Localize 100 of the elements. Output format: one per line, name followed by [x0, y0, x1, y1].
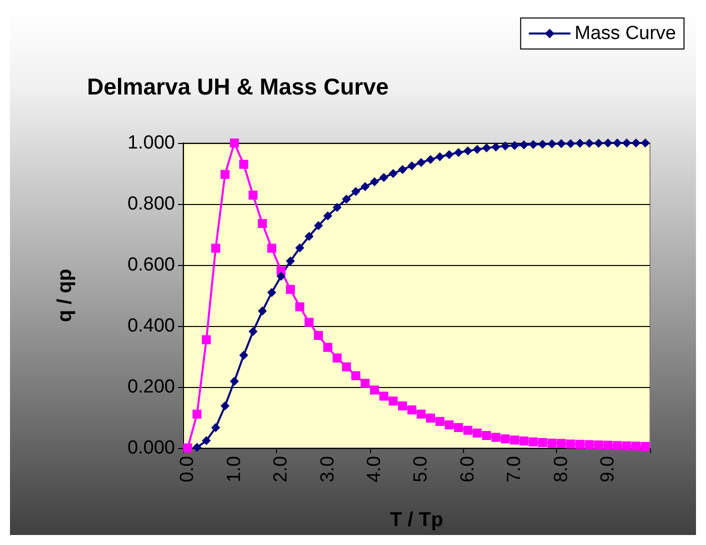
point: [323, 342, 332, 352]
point: [510, 140, 520, 150]
x-tick-label: 2.0: [270, 456, 292, 482]
point: [202, 335, 211, 344]
point: [556, 438, 566, 448]
point: [603, 138, 612, 148]
point: [472, 144, 482, 154]
point: [528, 437, 538, 446]
point: [547, 139, 556, 148]
point: [426, 154, 436, 164]
y-tick-label: 0.000: [127, 438, 175, 458]
point: [332, 202, 342, 212]
point: [342, 362, 351, 372]
x-tick-label: 5.0: [410, 456, 432, 482]
y-tick-label: 0.600: [127, 254, 175, 276]
point: [258, 219, 267, 228]
x-tick-label: 3.0: [317, 456, 338, 482]
point: [202, 436, 211, 446]
point: [631, 442, 640, 451]
x-tick-label: 4.0: [364, 456, 385, 482]
point: [220, 401, 230, 410]
point: [547, 438, 556, 448]
point: [379, 172, 388, 182]
y-tick-label: 0.800: [127, 194, 175, 214]
point: [248, 190, 258, 200]
point: [435, 416, 444, 426]
point: [482, 430, 492, 440]
point: [538, 438, 548, 448]
point: [538, 140, 548, 149]
point: [286, 284, 295, 294]
point: [304, 232, 314, 241]
x-tick-label: 0.0: [177, 456, 198, 482]
point: [566, 440, 576, 449]
point: [267, 244, 276, 253]
point: [500, 434, 510, 444]
point: [379, 392, 388, 401]
point: [192, 442, 202, 452]
point: [276, 272, 286, 281]
chart-title: Delmarva UH & Mass Curve: [87, 74, 389, 100]
point: [342, 194, 351, 204]
point: [454, 423, 464, 432]
point: [304, 318, 314, 327]
point: [435, 152, 444, 162]
y-tick-label: 0.400: [127, 316, 175, 336]
point: [603, 440, 612, 450]
point: [388, 169, 398, 178]
point: [314, 221, 323, 230]
point: [566, 139, 576, 148]
point: [258, 306, 267, 316]
x-tick-label: 9.0: [597, 456, 618, 482]
point: [594, 138, 604, 148]
x-tick-label: 8.0: [550, 456, 572, 482]
point: [556, 139, 566, 148]
point: [295, 302, 304, 312]
point: [360, 378, 370, 388]
point: [640, 138, 650, 148]
point: [491, 142, 500, 152]
point: [472, 428, 482, 438]
point: [370, 177, 379, 186]
point: [407, 161, 416, 170]
point: [510, 436, 520, 445]
point: [612, 441, 622, 450]
point: [463, 426, 472, 435]
point: [295, 243, 304, 252]
point: [192, 410, 202, 419]
point: [220, 170, 230, 179]
y-tick-label: 0.200: [127, 376, 175, 398]
point: [584, 138, 594, 148]
point: [500, 142, 510, 151]
point: [360, 182, 370, 192]
point: [612, 138, 622, 148]
point: [267, 288, 276, 297]
point: [444, 150, 454, 160]
point: [519, 436, 528, 446]
point: [528, 140, 538, 150]
point: [230, 376, 239, 386]
point: [622, 138, 632, 148]
point: [491, 432, 500, 442]
point: [211, 423, 220, 432]
point: [314, 330, 323, 340]
point: [332, 354, 342, 363]
point: [398, 401, 407, 410]
point: [407, 405, 416, 414]
point: [416, 158, 426, 168]
x-tick-label: 7.0: [504, 456, 526, 482]
point: [575, 138, 584, 148]
point: [454, 148, 464, 157]
point: [584, 440, 594, 450]
x-axis-title: T / Tp: [390, 509, 444, 531]
point: [426, 414, 436, 423]
point: [519, 140, 528, 150]
point: [239, 350, 248, 360]
point: [594, 440, 604, 450]
point: [398, 165, 407, 174]
y-tick-label: 1.000: [127, 132, 175, 154]
point: [463, 146, 472, 156]
point: [211, 244, 220, 253]
point: [482, 143, 492, 152]
point: [640, 442, 650, 451]
point: [388, 396, 398, 406]
